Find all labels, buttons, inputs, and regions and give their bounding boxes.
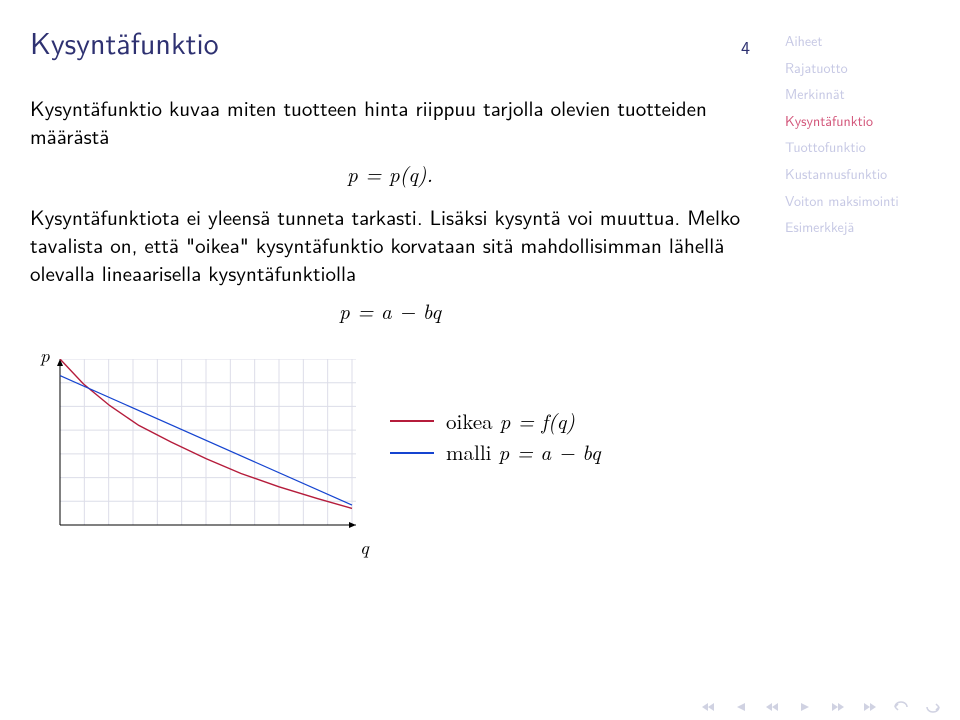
chart-legend: oikea p = f(q) malli p = a − bq bbox=[390, 406, 601, 469]
paragraph-2: Kysyntäfunktiota ei yleensä tunneta tark… bbox=[30, 203, 750, 288]
nav-next-icon[interactable] bbox=[794, 699, 816, 715]
sidebar-item-7[interactable]: Esimerkkejä bbox=[785, 214, 950, 241]
equation-1: p = p(q). bbox=[30, 159, 750, 189]
sidebar-item-6[interactable]: Voiton maksimointi bbox=[785, 188, 950, 215]
page-title: Kysyntäfunktio bbox=[30, 20, 219, 64]
y-axis-label: p bbox=[40, 341, 50, 368]
x-axis-label: q bbox=[360, 533, 369, 560]
demand-chart: p q oikea p = f(q) malli p = a − bq bbox=[30, 341, 730, 571]
legend-label-oikea: oikea bbox=[446, 406, 500, 436]
equation-2: p = a − bq bbox=[30, 296, 750, 326]
chart-plot bbox=[56, 359, 356, 529]
paragraph-1: Kysyntäfunktio kuvaa miten tuotteen hint… bbox=[30, 94, 750, 151]
nav-prev-section-icon[interactable] bbox=[762, 699, 784, 715]
legend-swatch-oikea bbox=[390, 420, 434, 422]
legend-item-oikea: oikea p = f(q) bbox=[390, 406, 601, 438]
sidebar-item-1[interactable]: Rajatuotto bbox=[785, 55, 950, 82]
legend-swatch-malli bbox=[390, 452, 434, 454]
sidebar-item-4[interactable]: Tuottofunktio bbox=[785, 134, 950, 161]
legend-item-malli: malli p = a − bq bbox=[390, 437, 601, 469]
legend-math-oikea: p = f(q) bbox=[500, 406, 575, 436]
nav-back-icon[interactable] bbox=[890, 699, 912, 715]
nav-bar bbox=[0, 694, 960, 720]
sidebar: AiheetRajatuottoMerkinnätKysyntäfunktioT… bbox=[785, 28, 950, 241]
legend-math-malli: p = a − bq bbox=[499, 437, 601, 467]
nav-forward-icon[interactable] bbox=[922, 699, 944, 715]
nav-next-section-icon[interactable] bbox=[826, 699, 848, 715]
sidebar-item-2[interactable]: Merkinnät bbox=[785, 81, 950, 108]
legend-label-malli: malli bbox=[446, 437, 499, 467]
sidebar-item-3[interactable]: Kysyntäfunktio bbox=[785, 108, 950, 135]
slide-number: 4 bbox=[741, 33, 750, 60]
nav-first-icon[interactable] bbox=[698, 699, 720, 715]
sidebar-item-0[interactable]: Aiheet bbox=[785, 28, 950, 55]
nav-last-icon[interactable] bbox=[858, 699, 880, 715]
sidebar-item-5[interactable]: Kustannusfunktio bbox=[785, 161, 950, 188]
nav-prev-icon[interactable] bbox=[730, 699, 752, 715]
